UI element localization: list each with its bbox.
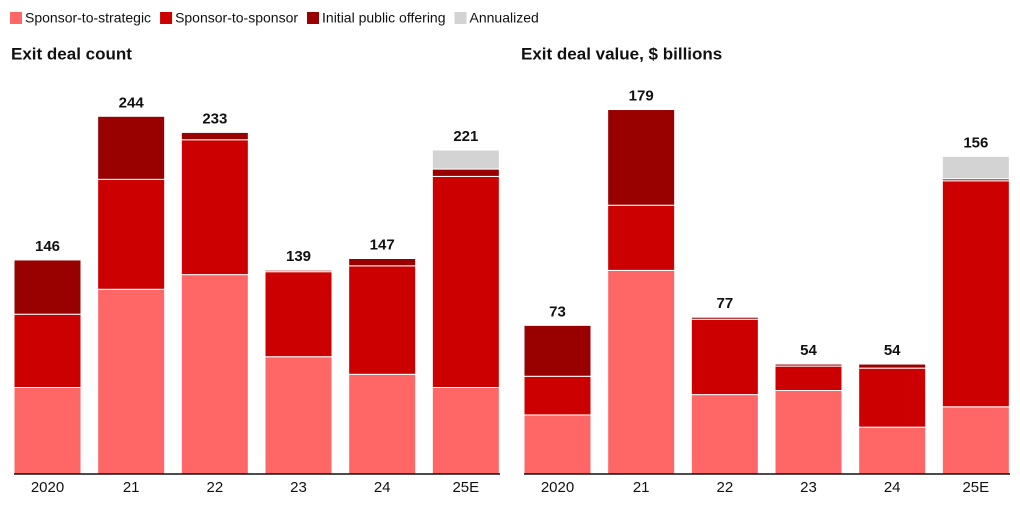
- bar-segment: [97, 115, 166, 180]
- x-tick-label: 22: [206, 479, 223, 496]
- x-tick-label: 25E: [962, 479, 989, 496]
- bar-segment: [858, 426, 927, 475]
- total-label: 54: [884, 342, 901, 359]
- legend-label: Initial public offering: [322, 10, 445, 26]
- bar-segment: [774, 365, 843, 392]
- bar-segment: [264, 271, 333, 358]
- total-label: 77: [716, 295, 733, 312]
- total-label: 147: [370, 236, 395, 253]
- legend-swatch: [160, 12, 173, 24]
- bar-segment: [607, 109, 676, 206]
- bar-segment: [607, 204, 676, 271]
- x-tick-label: 25E: [452, 479, 479, 496]
- bar-segment: [97, 288, 166, 475]
- bar-segment: [180, 139, 249, 276]
- bar-segment: [13, 387, 82, 475]
- bar-segment: [690, 318, 759, 396]
- bar-segment: [690, 316, 759, 320]
- chart-title: Exit deal value, $ billions: [521, 44, 722, 63]
- x-tick-label: 23: [290, 479, 307, 496]
- total-label: 244: [119, 94, 145, 111]
- bar-segment: [180, 131, 249, 141]
- total-label: 221: [453, 128, 478, 145]
- bar-segment: [431, 387, 500, 475]
- x-tick-label: 2020: [31, 479, 64, 496]
- bar-segment: [523, 414, 592, 475]
- legend-label: Sponsor-to-sponsor: [175, 10, 298, 26]
- x-tick-label: 2020: [541, 479, 574, 496]
- bar-segment: [431, 149, 500, 170]
- x-tick-label: 21: [123, 479, 140, 496]
- bar-segment: [264, 269, 333, 273]
- total-label: 54: [800, 342, 817, 359]
- bar-segment: [97, 178, 166, 290]
- bar-segment: [858, 363, 927, 369]
- bar-segment: [690, 394, 759, 475]
- bar-segment: [941, 406, 1010, 475]
- bar-segment: [348, 265, 417, 375]
- total-label: 156: [963, 134, 988, 151]
- bar-segment: [431, 168, 500, 177]
- bar-segment: [523, 324, 592, 377]
- bar-segment: [941, 155, 1010, 180]
- bar-segment: [774, 390, 843, 475]
- x-tick-label: 23: [800, 479, 817, 496]
- bar-segment: [13, 313, 82, 389]
- bar-segment: [180, 274, 249, 475]
- total-label: 146: [35, 238, 60, 255]
- bar-segment: [607, 269, 676, 475]
- legend-swatch: [307, 12, 320, 24]
- bar-segment: [941, 180, 1010, 408]
- legend-swatch: [454, 12, 467, 24]
- bar-segment: [348, 257, 417, 267]
- bar-segment: [774, 363, 843, 367]
- bar-segment: [523, 375, 592, 416]
- legend-label: Sponsor-to-strategic: [25, 10, 151, 26]
- legend-swatch: [10, 12, 22, 24]
- bar-segment: [348, 373, 417, 475]
- x-tick-label: 24: [884, 479, 901, 496]
- bar-segment: [13, 259, 82, 315]
- total-label: 233: [202, 110, 227, 127]
- bar-segment: [431, 175, 500, 389]
- bar-segment: [858, 367, 927, 428]
- x-tick-label: 22: [716, 479, 733, 496]
- x-tick-label: 24: [374, 479, 391, 496]
- total-label: 73: [549, 303, 566, 320]
- x-tick-label: 21: [633, 479, 650, 496]
- total-label: 179: [629, 88, 654, 105]
- bar-segment: [264, 356, 333, 475]
- legend-label: Annualized: [470, 10, 539, 26]
- total-label: 139: [286, 248, 311, 265]
- chart-title: Exit deal count: [11, 44, 132, 63]
